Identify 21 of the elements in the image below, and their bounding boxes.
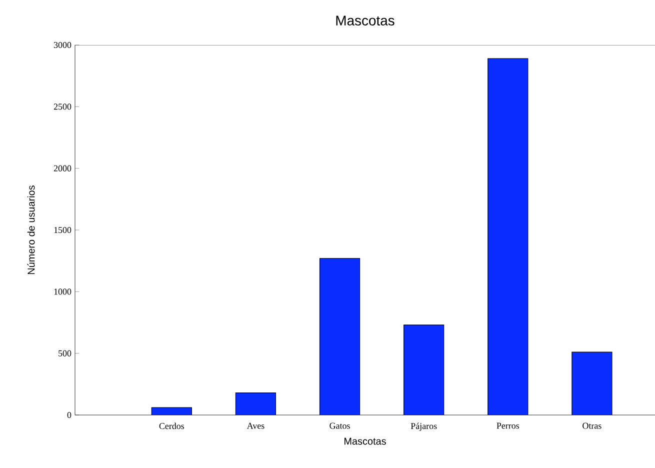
y-tick-label: 2000 xyxy=(54,165,72,172)
bar xyxy=(404,324,444,415)
bar xyxy=(572,352,612,415)
y-axis-title: Número de usuarios xyxy=(27,186,35,274)
x-tick-label: Aves xyxy=(246,422,264,429)
x-tick-label: Perros xyxy=(496,422,520,429)
y-tick-label: 0 xyxy=(67,412,72,418)
y-tick-label: 2500 xyxy=(54,104,72,110)
y-tick-label: 1000 xyxy=(54,288,72,295)
x-axis-title: Mascotas xyxy=(344,438,386,445)
bar xyxy=(488,58,528,415)
bar xyxy=(320,258,360,415)
x-tick-label: Pájaros xyxy=(410,422,437,431)
x-tick-label: Gatos xyxy=(330,422,350,429)
bar xyxy=(236,392,276,415)
y-tick-label: 3000 xyxy=(54,42,72,48)
chart-title: Mascotas xyxy=(336,16,394,26)
y-tick-label: 500 xyxy=(58,350,72,356)
x-tick-label: Cerdos xyxy=(159,422,184,430)
y-tick-label: 1500 xyxy=(54,226,72,234)
x-tick-label: Otras xyxy=(582,422,602,429)
